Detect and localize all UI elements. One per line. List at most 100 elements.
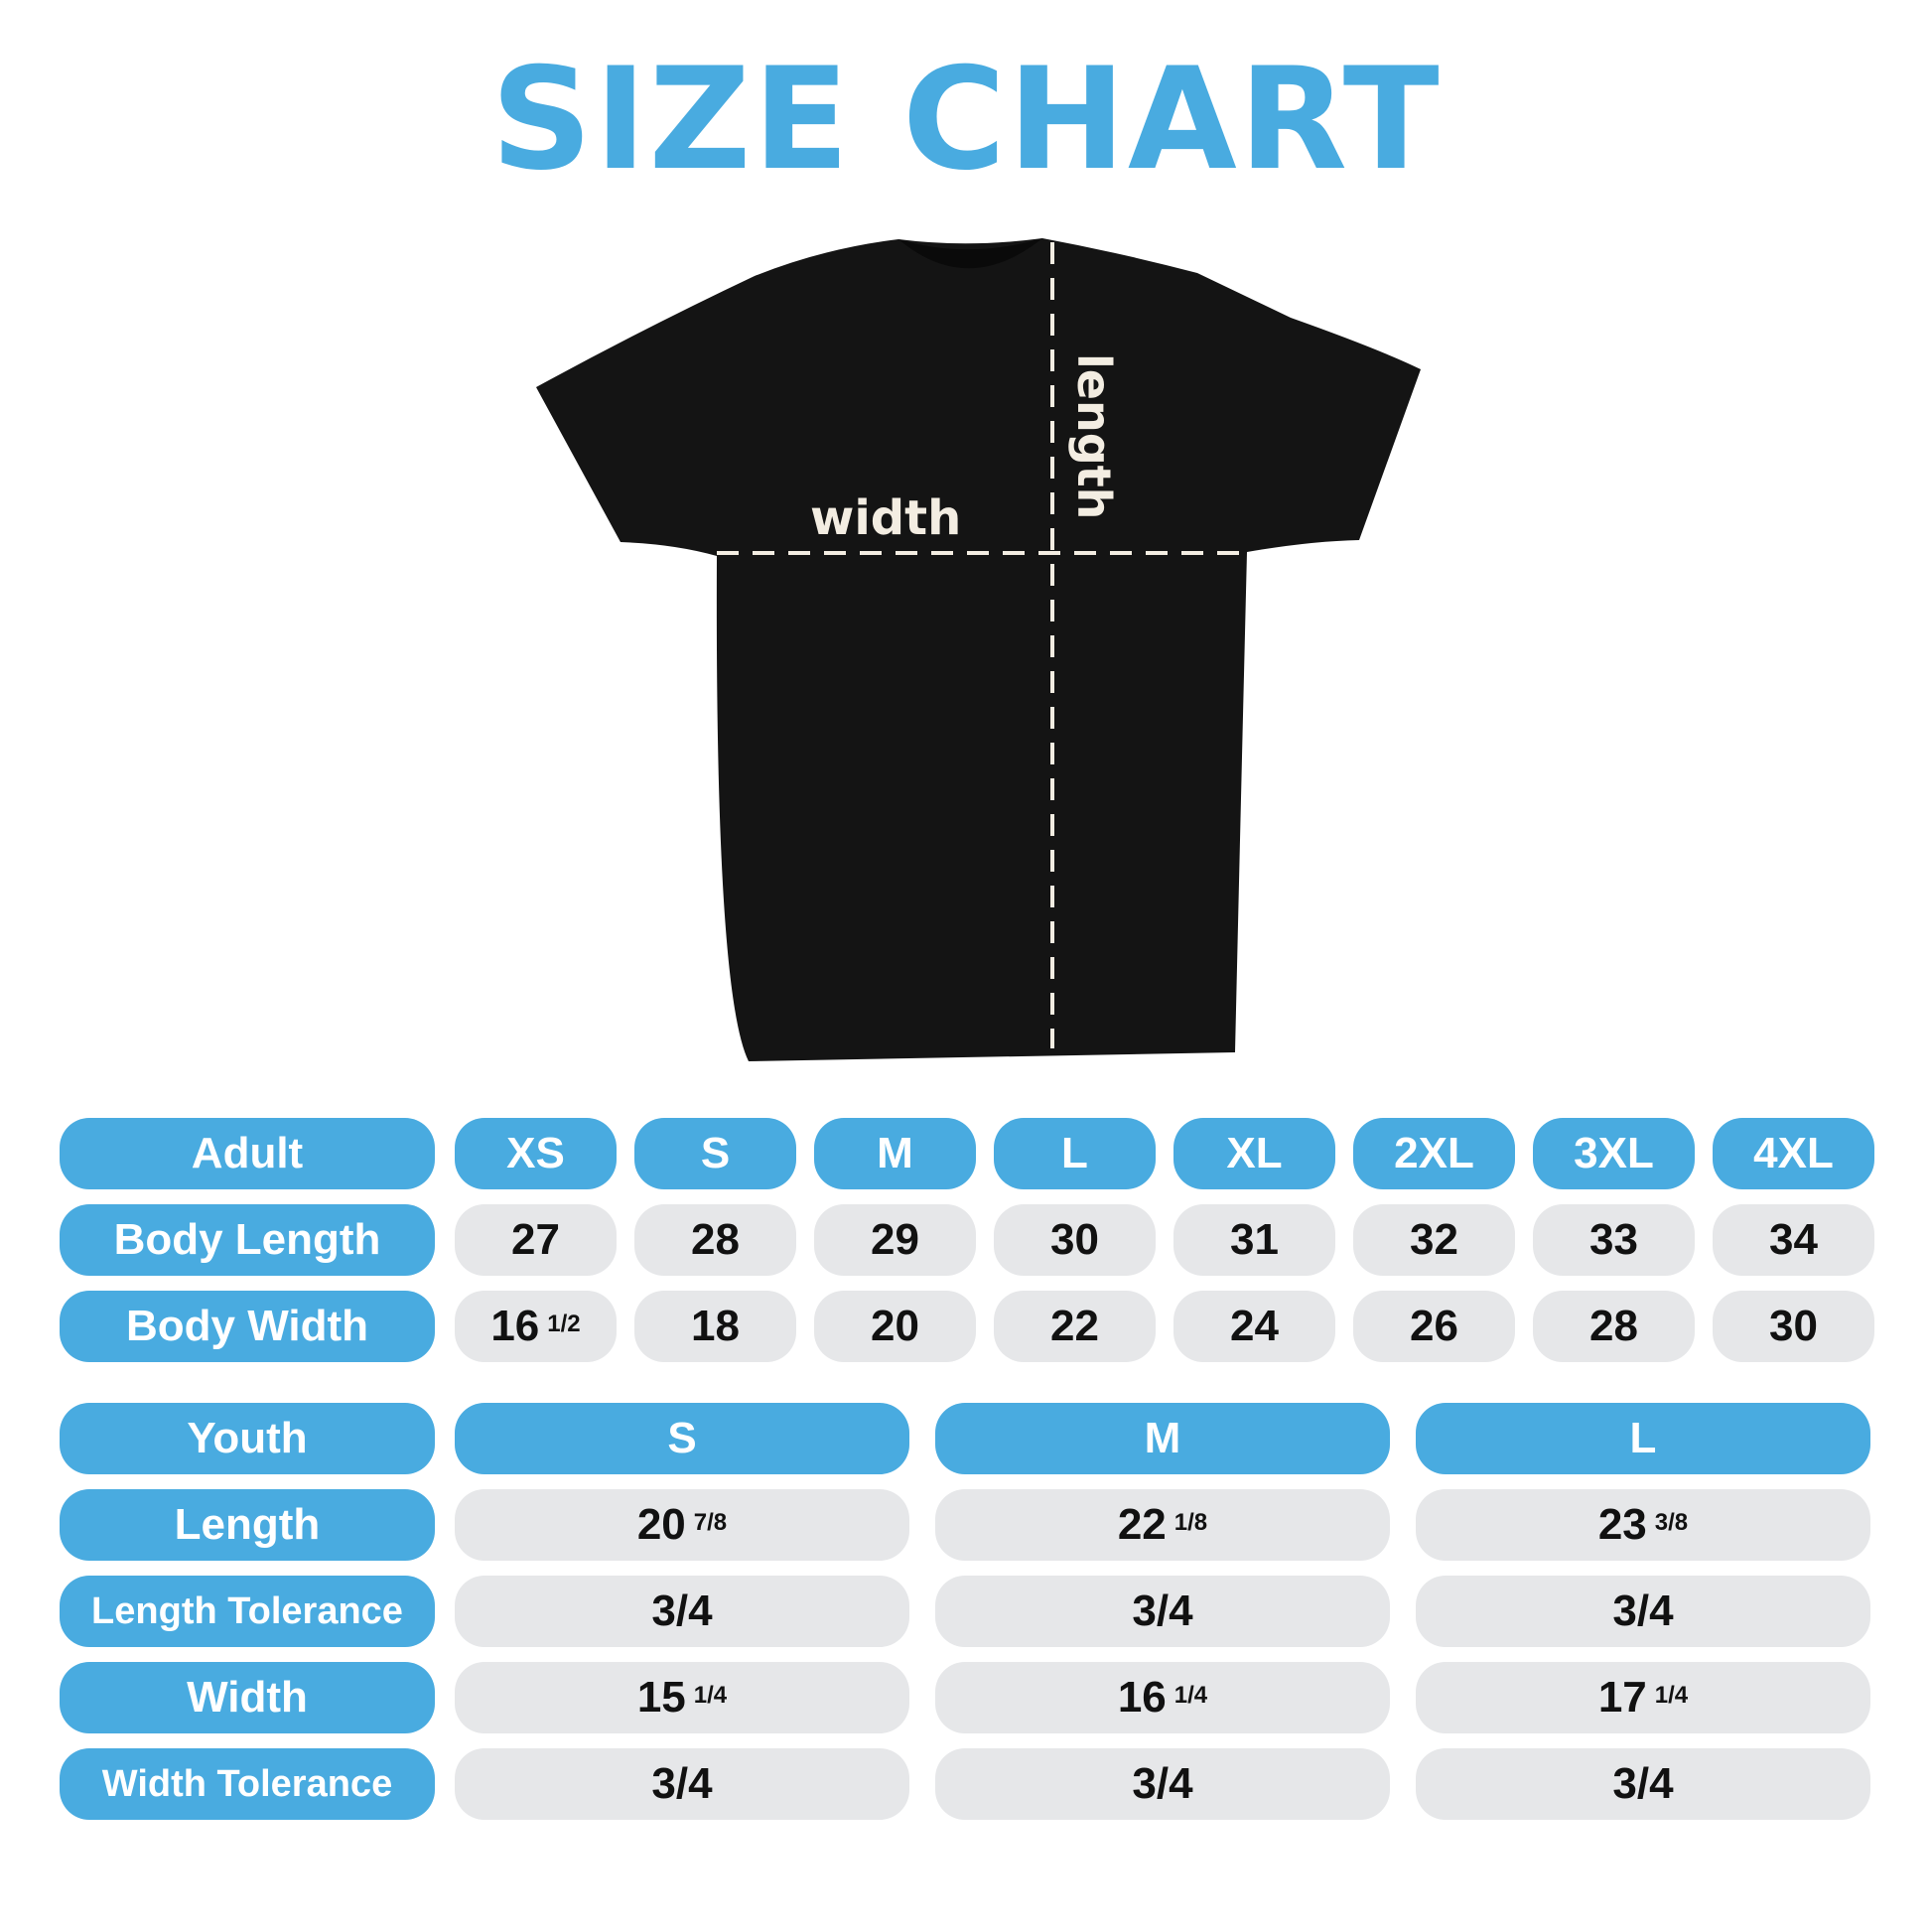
youth-value-cell: 3/4 (1416, 1748, 1870, 1820)
neck-collar (898, 238, 1042, 269)
cell-text: Width Tolerance (101, 1762, 393, 1805)
cell-text: XL (1226, 1129, 1283, 1177)
cell-fraction: 1/8 (1173, 1509, 1208, 1536)
cell-text: 16 (1117, 1673, 1167, 1722)
cell-text: 31 (1230, 1215, 1279, 1264)
cell-text: 28 (1589, 1302, 1638, 1350)
page-title: SIZE CHART (490, 38, 1442, 202)
cell-text: 3/4 (1612, 1759, 1674, 1808)
adult-value-cell: 16 1/2 (455, 1291, 617, 1362)
cell-text: Body Length (113, 1215, 381, 1264)
adult-value-cell: 33 (1533, 1204, 1695, 1276)
adult-row-label: Body Length (60, 1204, 435, 1276)
cell-text: L (1061, 1129, 1088, 1177)
cell-text: 4XL (1753, 1129, 1834, 1177)
adult-value-cell: 20 (814, 1291, 976, 1362)
cell-text: Body Width (126, 1302, 368, 1350)
cell-fraction: 3/8 (1654, 1509, 1689, 1536)
adult-size-header: 2XL (1353, 1118, 1515, 1189)
cell-text: 18 (691, 1302, 740, 1350)
cell-text: 3/4 (1132, 1759, 1193, 1808)
cell-text: 26 (1410, 1302, 1458, 1350)
youth-size-header: L (1416, 1403, 1870, 1474)
cell-text: L (1629, 1414, 1657, 1462)
cell-text: 28 (691, 1215, 740, 1264)
youth-row-label: Length (60, 1489, 435, 1561)
cell-text: 20 (636, 1500, 686, 1549)
cell-fraction: 1/4 (693, 1682, 728, 1709)
cell-text: 3XL (1574, 1129, 1654, 1177)
cell-text: 16 (490, 1302, 540, 1350)
adult-size-header: 4XL (1713, 1118, 1874, 1189)
cell-text: 27 (511, 1215, 560, 1264)
cell-text: Width (187, 1673, 308, 1722)
cell-text: 30 (1050, 1215, 1099, 1264)
cell-text: 3/4 (1132, 1587, 1193, 1635)
youth-value-cell: 3/4 (1416, 1576, 1870, 1647)
cell-fraction: 7/8 (693, 1509, 728, 1536)
adult-value-cell: 30 (994, 1204, 1156, 1276)
cell-text: 20 (871, 1302, 919, 1350)
youth-value-cell: 3/4 (935, 1576, 1390, 1647)
cell-text: 15 (636, 1673, 686, 1722)
youth-row-label: Length Tolerance (60, 1576, 435, 1647)
adult-size-header: XS (455, 1118, 617, 1189)
adult-value-cell: 27 (455, 1204, 617, 1276)
cell-text: 29 (871, 1215, 919, 1264)
youth-row-label: Width (60, 1662, 435, 1733)
adult-value-cell: 26 (1353, 1291, 1515, 1362)
adult-value-cell: 22 (994, 1291, 1156, 1362)
adult-value-cell: 24 (1173, 1291, 1335, 1362)
cell-text: M (1144, 1414, 1181, 1462)
cell-text: 2XL (1394, 1129, 1474, 1177)
adult-header-label: Adult (60, 1118, 435, 1189)
youth-value-cell: 22 1/8 (935, 1489, 1390, 1561)
cell-fraction: 1/4 (1654, 1682, 1689, 1709)
youth-header-label: Youth (60, 1403, 435, 1474)
adult-value-cell: 30 (1713, 1291, 1874, 1362)
cell-text: 34 (1769, 1215, 1818, 1264)
tshirt-shape (536, 238, 1421, 1061)
youth-size-header: S (455, 1403, 909, 1474)
cell-text: 33 (1589, 1215, 1638, 1264)
width-label: width (810, 490, 961, 546)
cell-fraction: 1/2 (547, 1311, 581, 1337)
cell-fraction: 1/4 (1173, 1682, 1208, 1709)
youth-value-cell: 17 1/4 (1416, 1662, 1870, 1733)
youth-value-cell: 3/4 (455, 1576, 909, 1647)
adult-value-cell: 18 (634, 1291, 796, 1362)
cell-text: Youth (187, 1414, 308, 1462)
cell-text: 24 (1230, 1302, 1279, 1350)
length-label: length (1067, 353, 1121, 519)
cell-text: 23 (1597, 1500, 1647, 1549)
cell-text: S (700, 1129, 731, 1177)
cell-text: 3/4 (651, 1759, 713, 1808)
adult-size-header: M (814, 1118, 976, 1189)
cell-text: 22 (1117, 1500, 1167, 1549)
adult-value-cell: 31 (1173, 1204, 1335, 1276)
cell-text: 3/4 (1612, 1587, 1674, 1635)
adult-value-cell: 28 (1533, 1291, 1695, 1362)
adult-value-cell: 34 (1713, 1204, 1874, 1276)
adult-value-cell: 32 (1353, 1204, 1515, 1276)
cell-text: Adult (191, 1129, 304, 1177)
adult-value-cell: 28 (634, 1204, 796, 1276)
cell-text: Length (174, 1500, 321, 1549)
cell-text: 17 (1597, 1673, 1647, 1722)
tshirt-diagram: width length (536, 238, 1421, 1061)
youth-value-cell: 23 3/8 (1416, 1489, 1870, 1561)
cell-text: Length Tolerance (91, 1589, 403, 1632)
adult-value-cell: 29 (814, 1204, 976, 1276)
adult-row-label: Body Width (60, 1291, 435, 1362)
adult-size-header: 3XL (1533, 1118, 1695, 1189)
adult-size-header: XL (1173, 1118, 1335, 1189)
youth-value-cell: 3/4 (935, 1748, 1390, 1820)
adult-size-header: L (994, 1118, 1156, 1189)
cell-text: 3/4 (651, 1587, 713, 1635)
cell-text: XS (506, 1129, 565, 1177)
youth-row-label: Width Tolerance (60, 1748, 435, 1820)
youth-value-cell: 20 7/8 (455, 1489, 909, 1561)
adult-size-header: S (634, 1118, 796, 1189)
youth-value-cell: 15 1/4 (455, 1662, 909, 1733)
cell-text: S (667, 1414, 697, 1462)
